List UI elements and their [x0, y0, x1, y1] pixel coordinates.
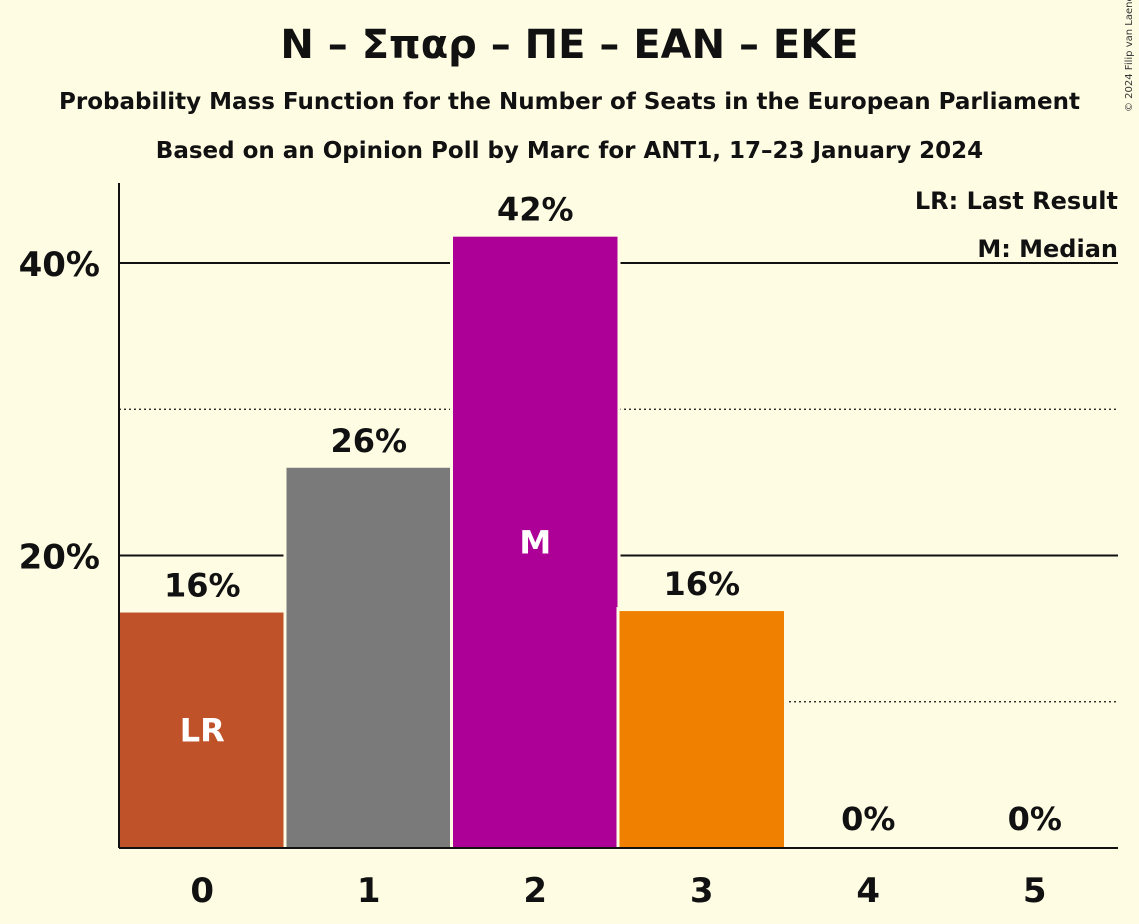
chart-source: Based on an Opinion Poll by Marc for ANT…	[155, 138, 984, 164]
y-tick-label: 20%	[19, 538, 100, 578]
axes: 20% 40% 0 1 2 3 4 5	[19, 183, 1118, 911]
bar-3	[619, 611, 784, 848]
bars: 16% LR 26% 42% M 16% 0% 0%	[117, 191, 1062, 849]
bar-1	[286, 467, 451, 848]
x-tick-label: 2	[523, 871, 547, 911]
value-label: 0%	[1008, 800, 1062, 838]
x-tick-label: 0	[190, 871, 214, 911]
x-tick-label: 1	[357, 871, 381, 911]
value-label: 26%	[330, 422, 407, 460]
value-label: 0%	[841, 800, 895, 838]
bar-2	[453, 236, 618, 849]
value-label: 16%	[663, 565, 740, 603]
chart-subtitle: Probability Mass Function for the Number…	[59, 89, 1080, 115]
last-result-mark: LR	[180, 711, 225, 749]
median-mark: M	[519, 523, 551, 561]
bar-0	[120, 612, 285, 848]
x-tick-label: 4	[856, 871, 880, 911]
value-label: 42%	[497, 191, 574, 229]
x-tick-label: 5	[1023, 871, 1047, 911]
value-label: 16%	[164, 567, 241, 605]
chart-title: N – Σπαρ – ΠΕ – EAN – EKE	[280, 22, 859, 68]
x-tick-label: 3	[690, 871, 714, 911]
legend-last-result: LR: Last Result	[915, 187, 1118, 215]
y-tick-label: 40%	[19, 245, 100, 285]
legend-median: M: Median	[977, 235, 1118, 263]
